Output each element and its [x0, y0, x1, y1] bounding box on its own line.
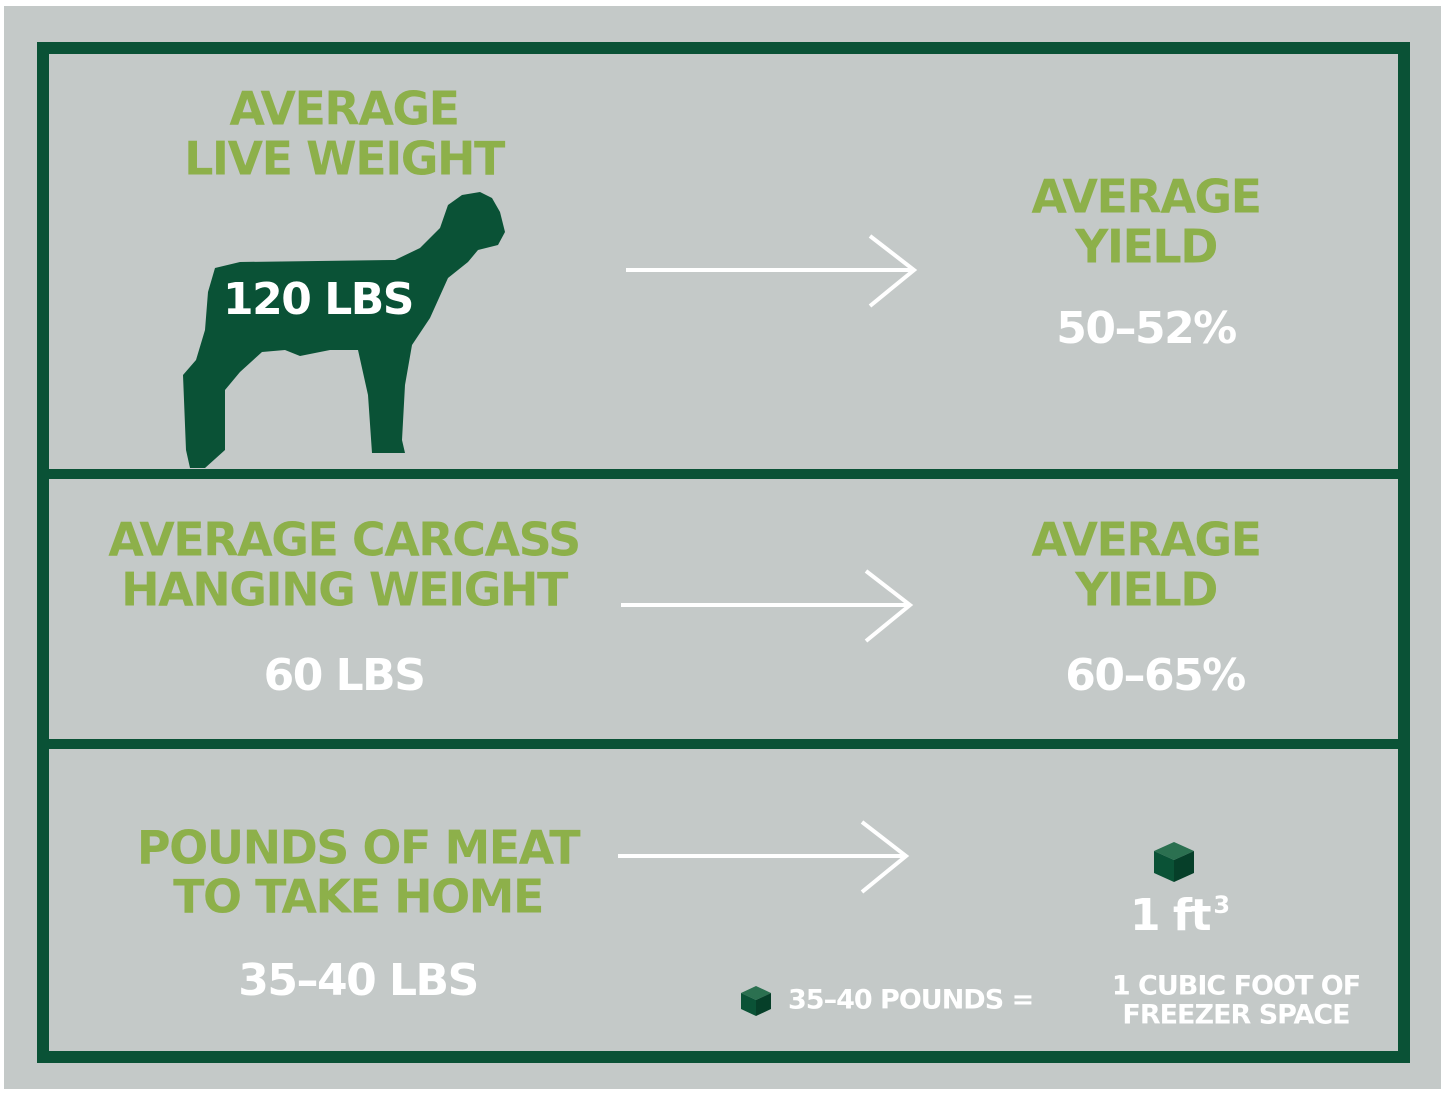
- label-line: AVERAGE: [229, 82, 458, 136]
- value: 50–52%: [1056, 303, 1236, 354]
- footnote: 1 CUBIC FOOT OF: [1112, 971, 1360, 1002]
- value: 35–40 LBS: [238, 955, 478, 1006]
- infographic: AVERAGE LIVE WEIGHT 120 LBS AVERAGE YIEL…: [0, 0, 1445, 1093]
- label-line: AVERAGE: [1031, 513, 1260, 567]
- label-line: AVERAGE CARCASS: [108, 513, 580, 567]
- value: 1 ft: [1130, 890, 1212, 941]
- label-line: YIELD: [1074, 563, 1217, 617]
- label-line: LIVE WEIGHT: [184, 132, 506, 186]
- label-line: POUNDS OF MEAT: [137, 821, 581, 875]
- label-line: AVERAGE: [1031, 170, 1260, 224]
- label-line: YIELD: [1074, 220, 1217, 274]
- value: 60 LBS: [264, 650, 425, 701]
- footnote: FREEZER SPACE: [1122, 1000, 1349, 1031]
- superscript: 3: [1213, 891, 1228, 919]
- label-line: TO TAKE HOME: [173, 870, 543, 924]
- value: 60–65%: [1065, 650, 1245, 701]
- footnote: 35–40 POUNDS =: [788, 985, 1033, 1016]
- label-line: HANGING WEIGHT: [121, 563, 569, 617]
- value: 120 LBS: [223, 274, 413, 325]
